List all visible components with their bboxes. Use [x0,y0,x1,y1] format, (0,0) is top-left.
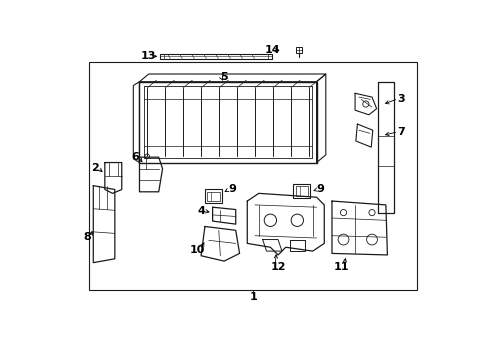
Text: 7: 7 [397,127,405,137]
Text: 6: 6 [132,152,140,162]
Bar [89,62,416,289]
Text: 14: 14 [265,45,280,55]
Text: 10: 10 [190,244,205,255]
Bar [207,192,220,201]
Bar [160,54,272,59]
Text: 9: 9 [228,184,236,194]
Bar [294,184,311,198]
Text: 1: 1 [249,292,257,302]
Bar [296,47,302,53]
Text: 12: 12 [270,261,286,271]
Text: 9: 9 [317,184,324,194]
Bar [296,186,308,195]
Text: 4: 4 [197,206,205,216]
Text: 5: 5 [220,72,228,82]
Text: 3: 3 [397,94,405,104]
Text: 13: 13 [141,51,156,61]
Text: 11: 11 [334,261,349,271]
Text: 8: 8 [83,232,91,242]
Text: 2: 2 [91,163,98,173]
Bar [205,189,222,203]
